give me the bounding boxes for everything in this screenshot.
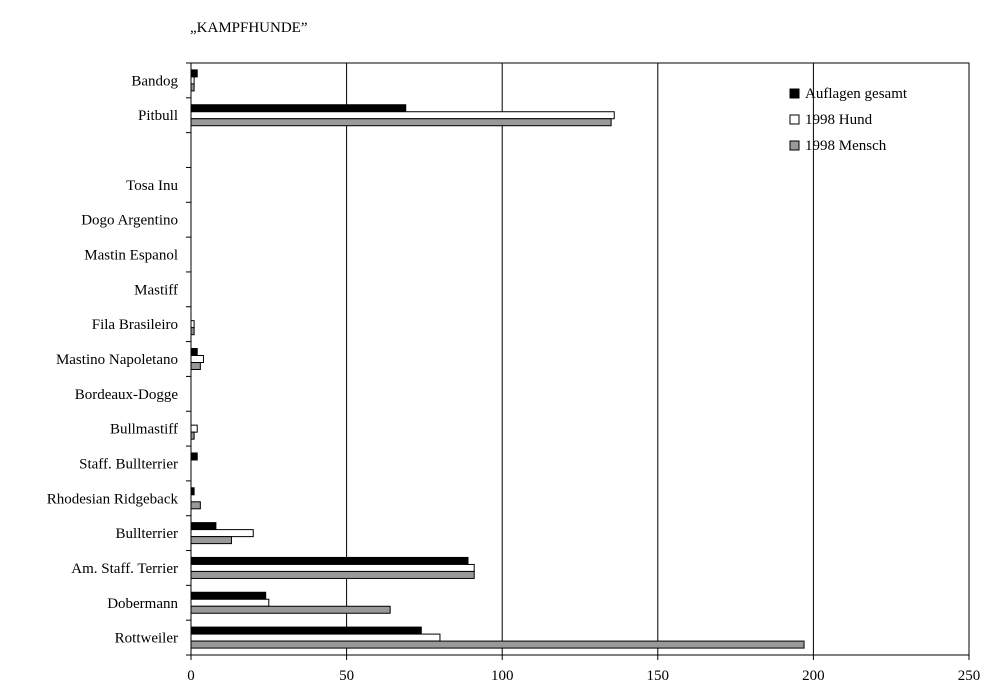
category-label: Mastiff: [134, 282, 178, 298]
category-label: Dobermann: [107, 596, 178, 612]
bar: [190, 563, 475, 572]
legend: Auflagen gesamt 1998 Hund 1998 Mensch: [789, 86, 908, 154]
x-tick-label: 250: [958, 668, 981, 684]
category-label: Staff. Bullterrier: [79, 456, 178, 472]
bar: [190, 362, 201, 370]
chart-title: „KAMPFHUNDE”: [190, 20, 308, 36]
category-labels: Bandog Pitbull Tosa Inu Dogo Argentino Masti…: [47, 73, 179, 646]
category-label: Bullterrier: [116, 526, 178, 542]
bars: [190, 69, 805, 649]
bar: [190, 424, 198, 433]
category-label: Bordeaux-Dogge: [75, 387, 179, 403]
category-label: Bandog: [131, 73, 178, 89]
bar: [190, 605, 391, 614]
category-label: Tosa Inu: [126, 178, 178, 194]
category-label: Fila Brasileiro: [92, 317, 178, 333]
category-label: Am. Staff. Terrier: [71, 561, 178, 577]
bar: [190, 570, 475, 579]
bar: [190, 348, 198, 356]
x-tick-label: 50: [339, 668, 354, 684]
x-tick-label: 150: [647, 668, 670, 684]
category-label: Mastin Espanol: [84, 248, 178, 264]
category-label: Dogo Argentino: [81, 213, 178, 229]
category-label: Mastino Napoletano: [56, 352, 178, 368]
bar: [190, 626, 422, 635]
bar: [190, 640, 805, 649]
bar: [190, 522, 217, 531]
x-tick-label: 200: [802, 668, 825, 684]
x-tick-labels: 0 50 100 150 200 250: [187, 668, 980, 684]
legend-swatch: [789, 140, 800, 151]
x-tick-label: 100: [491, 668, 514, 684]
bar: [190, 111, 615, 120]
x-tick-label: 0: [187, 668, 195, 684]
bar: [190, 529, 254, 538]
axes: [186, 62, 970, 660]
category-label: Rottweiler: [115, 631, 178, 647]
bar: [190, 591, 267, 600]
legend-label: 1998 Mensch: [805, 138, 887, 154]
bar: [190, 69, 198, 78]
bar: [190, 118, 612, 127]
legend-swatch: [789, 88, 800, 99]
category-label: Pitbull: [138, 108, 178, 124]
legend-label: 1998 Hund: [805, 112, 873, 128]
bar: [190, 633, 441, 642]
bar: [190, 556, 469, 565]
category-label: Rhodesian Ridgeback: [47, 491, 179, 507]
bar: [190, 104, 407, 113]
bar: [190, 598, 270, 607]
bar: [190, 355, 204, 363]
legend-swatch: [789, 114, 800, 125]
bar: [190, 501, 201, 510]
category-label: Bullmastiff: [110, 422, 178, 438]
legend-label: Auflagen gesamt: [805, 86, 908, 102]
bar: [190, 452, 198, 461]
bar: [190, 536, 232, 545]
